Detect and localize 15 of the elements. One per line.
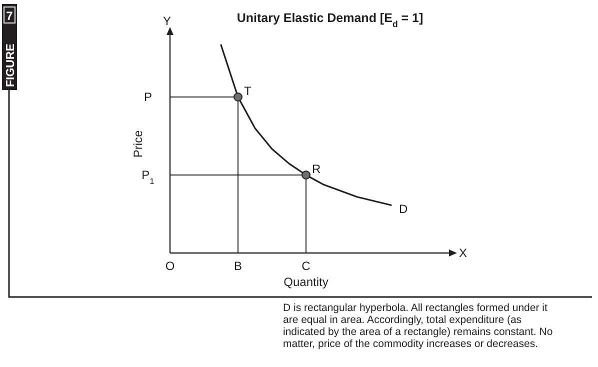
text: FIGURE 7 <box>5 9 17 87</box>
text: P <box>144 90 152 104</box>
x-tick-label: B <box>234 259 242 273</box>
annotation: T <box>244 84 252 98</box>
x-tick-label: O <box>165 259 175 273</box>
x-axis-title: Quantity <box>284 275 328 289</box>
text: D is rectangular hyperbola. All rectangles formed under it are equal in area. Accordingly, total expenditure (as indicated by the area of a rectangle) remains constant. No matter, price of the commodity increases or decreases. <box>283 302 553 350</box>
annotation: R <box>312 162 321 176</box>
text: Y <box>162 14 172 28</box>
y-axis-title: Price <box>131 130 145 158</box>
chart-title: Unitary Elastic Demand [E$_{d}$ = 1] <box>236 11 424 29</box>
text: P$_{1}$ <box>142 168 155 186</box>
x-tick-label: C <box>302 259 311 273</box>
annotation: D <box>399 202 408 216</box>
text: X <box>459 246 468 260</box>
